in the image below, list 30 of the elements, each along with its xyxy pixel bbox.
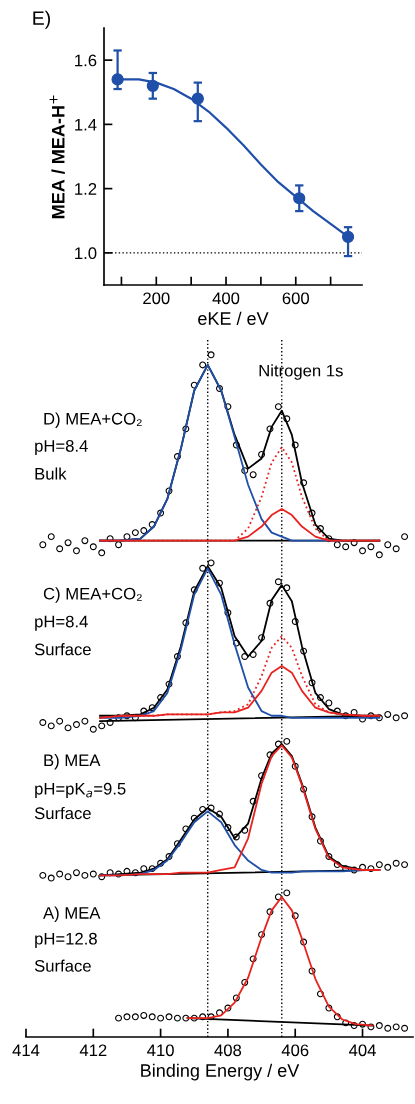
annotation: pH=pK$_{a}$=9.5 [35, 782, 126, 798]
annotation: Nitrogen 1s [259, 364, 343, 380]
y-tick-label: 1.4 [75, 118, 97, 131]
annotation: Surface [34, 643, 91, 656]
annotation: pH=12.8 [35, 932, 97, 948]
annotation: Surface [34, 959, 91, 972]
y-tick-label: 1.6 [75, 54, 97, 67]
x-axis-title: eKE / eV [198, 311, 269, 325]
y-tick-label: 1.2 [75, 183, 97, 195]
annotation: Surface [34, 806, 91, 820]
x-tick-label: 404 [349, 1044, 376, 1057]
annotation: pH=8.4 [35, 440, 88, 456]
y-tick-label: 1.0 [75, 247, 97, 260]
x-tick-label: 400 [212, 292, 240, 305]
annotation: D) MEA+CO₂ [44, 412, 142, 428]
x-axis-title: Binding Energy / eV [141, 1063, 300, 1081]
chart-title: E) [33, 10, 50, 29]
annotation: B) MEA [44, 753, 101, 770]
annotation: C) MEA+CO₂ [43, 587, 142, 603]
annotation: Bulk [35, 467, 67, 480]
annotation: A) MEA [43, 906, 101, 923]
x-tick-label: 414 [12, 1044, 40, 1057]
annotation: pH=8.4 [35, 615, 88, 631]
x-tick-label: 412 [79, 1044, 107, 1057]
x-tick-label: 410 [147, 1044, 174, 1057]
x-tick-label: 408 [214, 1044, 242, 1057]
y-axis-title: MEA / MEA-H$^{+}$ [49, 95, 65, 219]
x-tick-label: 406 [281, 1044, 309, 1057]
x-tick-label: 600 [282, 292, 310, 305]
x-tick-label: 200 [143, 292, 170, 305]
